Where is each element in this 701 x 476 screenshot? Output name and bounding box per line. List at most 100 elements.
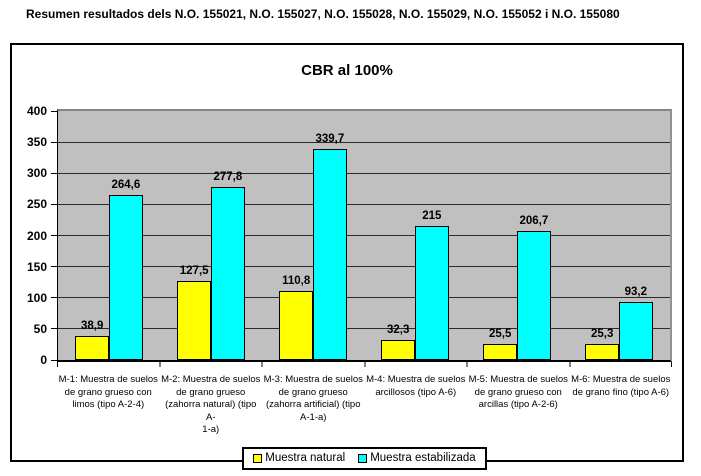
bar-value-label: 206,7 xyxy=(519,215,549,228)
gridline xyxy=(58,203,670,205)
legend-row: Muestra natural Muestra estabilizada xyxy=(57,446,672,470)
bar-s2-c2 xyxy=(211,187,245,360)
category-tick xyxy=(159,362,160,367)
bar-value-label: 215 xyxy=(422,210,442,223)
x-axis-label-line: 1-a) xyxy=(202,424,220,435)
y-axis-label: 200 xyxy=(26,228,47,243)
chart-frame: CBR al 100% 400 350 300 250 200 150 100 50 0 38,… xyxy=(10,43,684,470)
y-axis-label: 400 xyxy=(26,104,47,118)
bar-column-s2-c1: 264,6 xyxy=(109,111,143,360)
x-axis-label-line: arcillosos (tipo A-6) xyxy=(375,386,457,398)
category-tick xyxy=(569,362,570,367)
category-tick xyxy=(466,362,468,367)
legend-item-1: Muestra natural xyxy=(253,452,345,465)
gridline xyxy=(58,172,670,174)
bar-s2-c1 xyxy=(109,195,143,360)
bar-column-s1-c5: 25,5 xyxy=(483,111,517,360)
y-axis-tick xyxy=(51,172,57,174)
chart-body: 400 350 300 250 200 150 100 50 0 38,9 264,6 127,5 2… xyxy=(12,105,682,470)
bar-value-label: 339,7 xyxy=(315,132,345,145)
legend: Muestra natural Muestra estabilizada xyxy=(242,446,487,470)
legend-swatch-icon xyxy=(253,453,263,463)
bar-column-s1-c3: 110,8 xyxy=(279,111,313,360)
y-axis-label: 50 xyxy=(33,321,47,336)
x-axis-label-line: M-1: Muestra de suelos xyxy=(58,374,158,385)
gridline xyxy=(58,235,670,236)
chart-title: CBR al 100% xyxy=(301,62,393,79)
bar-column-s2-c2: 277,8 xyxy=(211,111,245,360)
bar-value-label: 264,6 xyxy=(111,179,141,192)
plot-wrap: 38,9 264,6 127,5 277,8 110,8 339,7 32,3 215 25,5… xyxy=(57,109,672,470)
bar-group-m5: 25,5 206,7 xyxy=(466,111,568,360)
category-ticks xyxy=(57,362,672,367)
plot-area: 38,9 264,6 127,5 277,8 110,8 339,7 32,3 215 25,5… xyxy=(57,109,672,362)
y-axis-label: 100 xyxy=(26,290,47,305)
y-axis-label: 150 xyxy=(26,259,47,274)
bar-value-label: 25,5 xyxy=(488,328,512,341)
x-axis-label-line: de grano grueso con xyxy=(474,386,562,398)
x-axis-label-line: de grano grueso xyxy=(176,386,246,398)
x-axis-label-line: de grano grueso xyxy=(278,386,348,398)
gridline xyxy=(58,266,670,268)
x-axis-label-line: arcillas (tipo A-2-6) xyxy=(478,399,558,410)
bar-group-m3: 110,8 339,7 xyxy=(262,111,364,360)
bar-value-label: 32,3 xyxy=(386,323,410,336)
category-tick xyxy=(671,362,672,367)
bar-s2-c5 xyxy=(517,231,551,360)
bar-group-m4: 32,3 215 xyxy=(364,111,466,360)
bar-group-m1: 38,9 264,6 xyxy=(58,111,160,360)
legend-label: Muestra estabilizada xyxy=(370,451,476,464)
y-axis-tick xyxy=(51,235,57,236)
bar-s1-c6 xyxy=(585,344,619,360)
bar-column-s1-c2: 127,5 xyxy=(177,111,211,360)
category-tick xyxy=(364,362,365,367)
y-axis-tick xyxy=(51,297,57,299)
x-axis-label-line: M-6: Muestra de suelos xyxy=(571,374,671,385)
bar-s1-c3 xyxy=(279,291,313,360)
x-axis-label-m2: M-2: Muestra de suelos de grano grueso (za… xyxy=(160,374,263,437)
bar-series: 38,9 264,6 127,5 277,8 110,8 339,7 32,3 215 25,5… xyxy=(58,111,670,360)
y-axis: 400 350 300 250 200 150 100 50 0 xyxy=(12,105,57,366)
bar-group-m2: 127,5 277,8 xyxy=(160,111,262,360)
y-axis-tick xyxy=(51,359,57,361)
x-axis-labels: M-1: Muestra de suelos de grano grueso co… xyxy=(57,374,672,437)
bar-s1-c1 xyxy=(75,335,109,360)
x-axis-label-m1: M-1: Muestra de suelos de grano grueso co… xyxy=(57,374,160,437)
x-axis-label-line: M-2: Muestra de suelos xyxy=(161,374,261,385)
x-axis-label-m6: M-6: Muestra de suelos de grano fino (tip… xyxy=(570,374,673,437)
x-axis-label-line: M-5: Muestra de suelos xyxy=(468,374,568,385)
bar-value-label: 25,3 xyxy=(590,328,614,341)
x-axis-label-line: M-3: Muestra de suelos xyxy=(263,374,363,385)
bar-value-label: 38,9 xyxy=(80,319,104,332)
y-axis-tick xyxy=(51,203,57,205)
gridline xyxy=(58,141,670,143)
x-axis-label-m3: M-3: Muestra de suelos de grano grueso (za… xyxy=(262,374,365,437)
y-axis-tick xyxy=(51,328,57,330)
y-axis-tick xyxy=(51,141,57,143)
bar-column-s2-c4: 215 xyxy=(415,111,449,360)
x-axis-label-line: de grano grueso con xyxy=(64,386,152,398)
gridline xyxy=(58,328,670,330)
bar-column-s2-c5: 206,7 xyxy=(517,111,551,360)
bar-value-label: 93,2 xyxy=(624,285,648,298)
document-heading: Resumen resultados dels N.O. 155021, N.O… xyxy=(26,7,620,21)
x-axis-label-m5: M-5: Muestra de suelos de grano grueso co… xyxy=(467,374,570,437)
y-axis-label: 300 xyxy=(26,166,47,181)
x-axis-label-line: de grano fino (tipo A-6) xyxy=(572,386,670,398)
bar-s2-c4 xyxy=(415,226,449,360)
x-axis-label-line: (zahorra natural) (tipo A- xyxy=(165,399,257,423)
gridline xyxy=(58,297,670,299)
y-axis-label: 250 xyxy=(26,197,47,212)
y-axis-tick xyxy=(51,266,57,268)
bar-column-s1-c4: 32,3 xyxy=(381,111,415,360)
x-axis-label-line: (zahorra artificial) (tipo xyxy=(266,399,361,410)
bar-column-s1-c6: 25,3 xyxy=(585,111,619,360)
bar-s2-c6 xyxy=(619,301,653,360)
bar-value-label: 127,5 xyxy=(179,264,209,277)
legend-label: Muestra natural xyxy=(265,451,346,464)
x-axis-label-line: A-1-a) xyxy=(300,411,327,423)
bar-s2-c3 xyxy=(313,148,347,360)
y-axis-label: 350 xyxy=(26,135,47,150)
x-axis-label-line: M-4: Muestra de suelos xyxy=(366,374,466,385)
bar-group-m6: 25,3 93,2 xyxy=(568,111,670,360)
